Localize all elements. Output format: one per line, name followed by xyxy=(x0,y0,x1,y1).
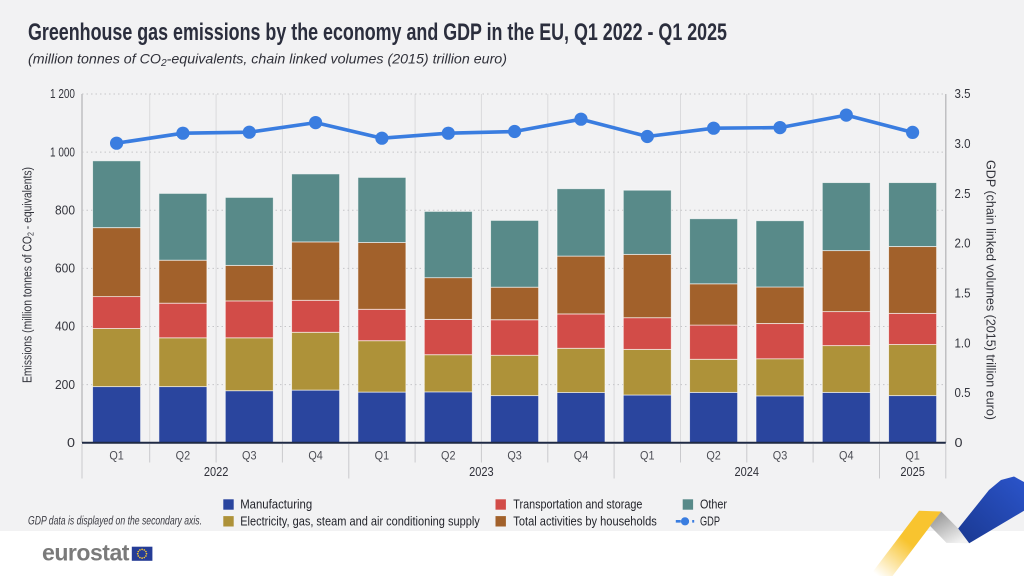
svg-text:Total activities by households: Total activities by households xyxy=(513,515,657,529)
svg-text:400: 400 xyxy=(55,319,75,334)
svg-text:800: 800 xyxy=(55,202,75,217)
svg-text:Q2: Q2 xyxy=(441,449,456,463)
svg-text:Electricity, gas, steam and ai: Electricity, gas, steam and air conditio… xyxy=(240,515,480,529)
svg-text:2023: 2023 xyxy=(469,464,494,479)
svg-text:0: 0 xyxy=(955,435,963,450)
svg-text:0: 0 xyxy=(67,435,75,450)
svg-text:2.0: 2.0 xyxy=(955,236,971,251)
svg-text:Q3: Q3 xyxy=(507,449,522,463)
svg-text:Q2: Q2 xyxy=(176,449,191,463)
svg-text:Q3: Q3 xyxy=(773,449,788,463)
svg-text:3.0: 3.0 xyxy=(955,136,971,151)
svg-text:Q4: Q4 xyxy=(839,449,854,463)
svg-text:Q1: Q1 xyxy=(109,449,124,463)
svg-text:GDP data is displayed on the s: GDP data is displayed on the secondary a… xyxy=(28,516,202,528)
svg-text:Q3: Q3 xyxy=(242,449,257,463)
svg-text:1.5: 1.5 xyxy=(955,286,971,301)
svg-text:Q4: Q4 xyxy=(308,449,323,463)
svg-text:Q1: Q1 xyxy=(905,449,920,463)
svg-text:Emissions (million tonnes of C: Emissions (million tonnes of CO2 - equiv… xyxy=(21,167,36,383)
svg-text:1.0: 1.0 xyxy=(955,335,971,350)
svg-text:Transportation and storage: Transportation and storage xyxy=(513,498,642,512)
svg-text:Q2: Q2 xyxy=(706,449,721,463)
svg-text:Greenhouse gas emissions by th: Greenhouse gas emissions by the economy … xyxy=(28,19,727,46)
svg-text:1 200: 1 200 xyxy=(50,86,75,101)
svg-text:Other: Other xyxy=(700,498,727,512)
svg-text:Manufacturing: Manufacturing xyxy=(240,498,312,512)
svg-text:GDP (chain linked volumes (201: GDP (chain linked volumes (2015) trillio… xyxy=(984,160,998,420)
svg-text:0.5: 0.5 xyxy=(955,385,971,400)
svg-text:2.5: 2.5 xyxy=(955,186,971,201)
svg-text:Q1: Q1 xyxy=(640,449,655,463)
svg-text:600: 600 xyxy=(55,261,75,276)
svg-text:200: 200 xyxy=(55,377,75,392)
svg-text:eurostat: eurostat xyxy=(42,540,130,566)
svg-text:2022: 2022 xyxy=(204,464,229,479)
svg-text:3.5: 3.5 xyxy=(955,86,971,101)
svg-text:2024: 2024 xyxy=(735,464,760,479)
svg-text:1 000: 1 000 xyxy=(50,144,75,159)
svg-text:2025: 2025 xyxy=(900,464,925,479)
svg-text:Q1: Q1 xyxy=(375,449,390,463)
svg-text:(million tonnes of CO2-equival: (million tonnes of CO 2-equivalents, chai… xyxy=(28,51,507,70)
svg-text:Q4: Q4 xyxy=(574,449,589,463)
svg-text:GDP: GDP xyxy=(700,515,720,529)
